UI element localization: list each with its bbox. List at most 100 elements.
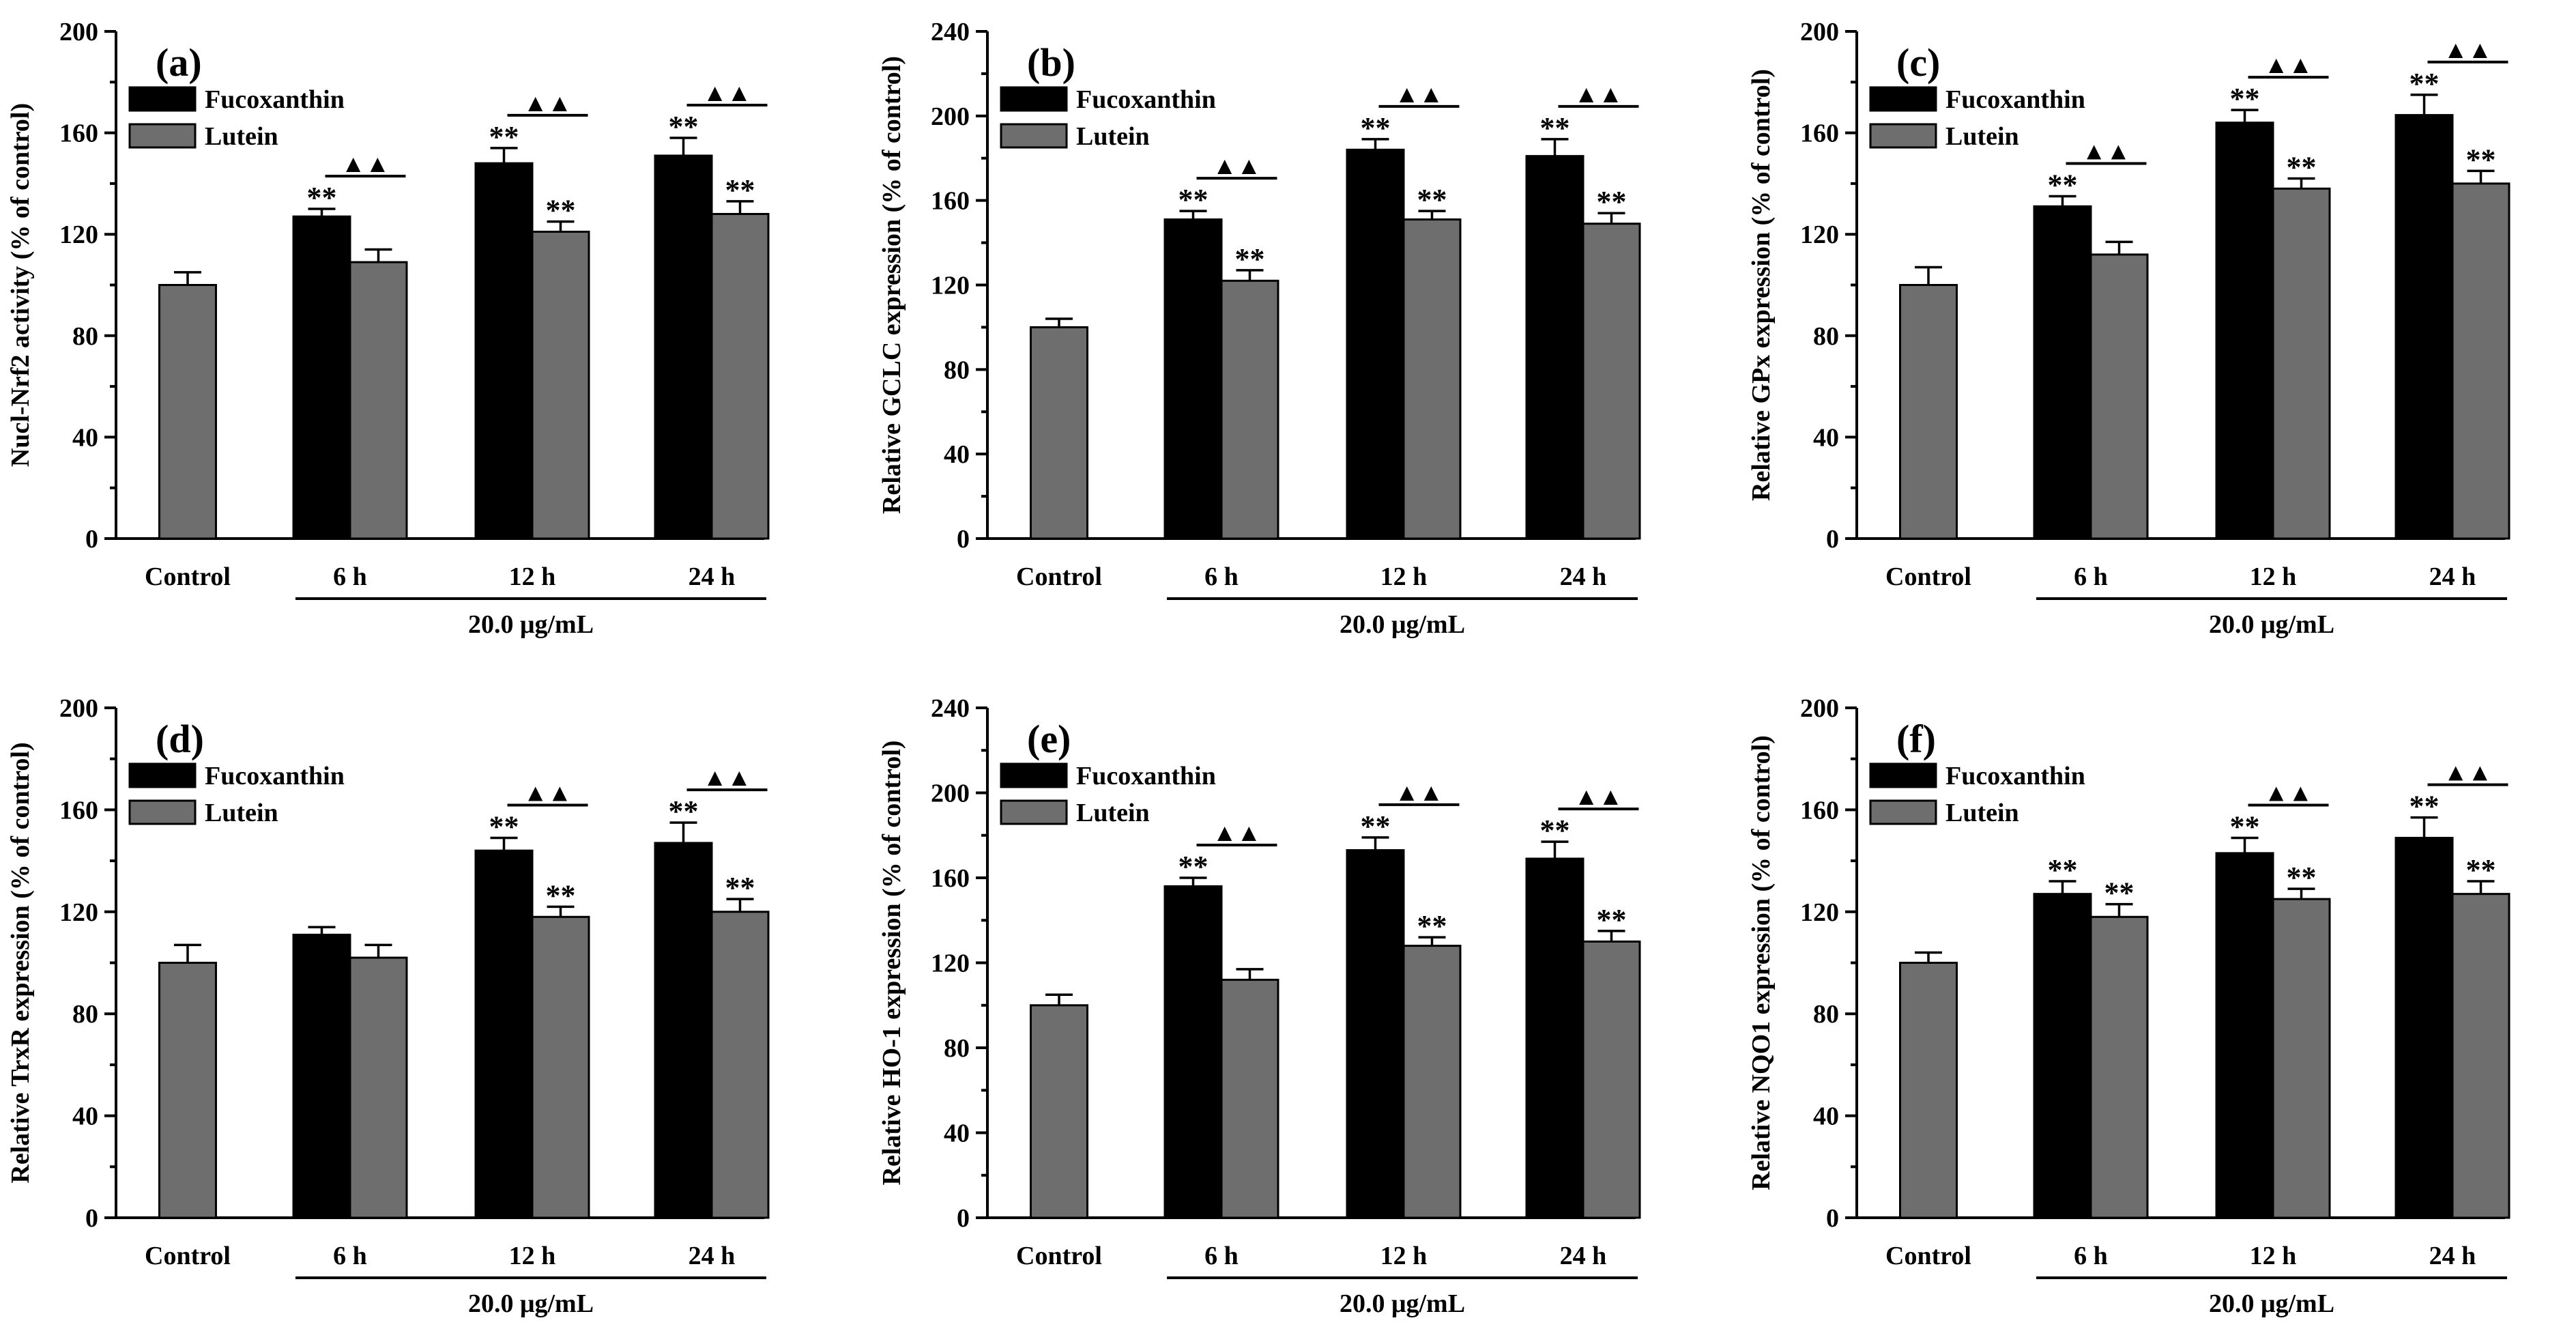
significance-mark: ** (1178, 850, 1209, 883)
y-axis-label: Relative TrxR expression (% of control) (6, 742, 35, 1183)
bar-fucoxanthin (654, 842, 713, 1219)
y-tick-label: 200 (931, 102, 970, 131)
significance-mark: ** (2048, 168, 2078, 201)
comparison-mark: ▲▲ (703, 764, 751, 791)
y-tick-label: 40 (944, 440, 970, 469)
x-tick-label: 6 h (1204, 1242, 1239, 1270)
comparison-mark: ▲▲ (341, 150, 390, 177)
comparison-mark: ▲▲ (1213, 819, 1261, 846)
comparison-mark: ▲▲ (523, 779, 572, 806)
legend-swatch-lutein (1869, 123, 1937, 149)
bar-fucoxanthin (2033, 205, 2092, 540)
legend-swatch-fucoxanthin (1000, 762, 1068, 788)
significance-mark: ** (669, 110, 699, 143)
significance-mark: ** (2104, 876, 2134, 910)
y-tick-label: 80 (944, 1034, 970, 1063)
y-tick-label: 120 (1800, 220, 1839, 249)
significance-mark: ** (546, 194, 576, 227)
comparison-mark: ▲▲ (703, 79, 751, 106)
y-axis-label: Nucl-Nrf2 activity (% of control) (6, 103, 35, 467)
x-tick-label: 24 h (689, 1242, 736, 1270)
y-tick-label: 40 (944, 1119, 970, 1148)
significance-mark: ** (546, 878, 576, 912)
bar-fucoxanthin (654, 154, 713, 540)
significance-mark: ** (2466, 853, 2496, 887)
y-tick-label: 40 (1813, 1102, 1839, 1131)
legend-label-fucoxanthin: Fucoxanthin (1076, 762, 1216, 790)
bar-fucoxanthin (2394, 114, 2454, 540)
bar-lutein (2272, 187, 2331, 540)
significance-mark: ** (1540, 111, 1570, 145)
y-tick-label: 160 (59, 119, 98, 148)
panel-label: (d) (156, 717, 204, 761)
significance-mark: ** (489, 810, 519, 843)
y-tick-label: 200 (1800, 694, 1839, 723)
comparison-mark: ▲▲ (2082, 137, 2130, 165)
bar-lutein (349, 261, 408, 540)
y-tick-label: 160 (931, 187, 970, 216)
bar-fucoxanthin (2215, 122, 2274, 540)
y-tick-label: 160 (1800, 796, 1839, 825)
comparison-mark: ▲▲ (2264, 51, 2313, 78)
panel-label: (e) (1027, 717, 1071, 761)
bar-lutein (1582, 223, 1641, 540)
bar-fucoxanthin (1346, 849, 1405, 1219)
bar-fucoxanthin (292, 215, 351, 540)
bar-fucoxanthin (474, 162, 534, 540)
bar-lutein (1220, 279, 1279, 540)
bar-control (1899, 962, 1958, 1219)
x-tick-label: 6 h (333, 562, 367, 591)
y-tick-label: 40 (72, 423, 98, 452)
y-tick-label: 40 (1813, 423, 1839, 452)
x-tick-label: Control (1016, 1242, 1102, 1270)
chart-panel-f: 0 40 80 120 160 200 Relative NQO1 expression (… (1747, 694, 2510, 1318)
chart-panel-b: 0 40 80 120 160 200 240 Relative GCLC expressio… (878, 18, 1641, 639)
panel-label: (b) (1027, 40, 1075, 85)
significance-mark: ** (489, 120, 519, 154)
bar-lutein (349, 956, 408, 1219)
x-tick-label: 12 h (2250, 562, 2297, 591)
significance-mark: ** (669, 795, 699, 828)
bar-lutein (1582, 940, 1641, 1219)
comparison-mark: ▲▲ (1574, 783, 1623, 810)
y-tick-label: 200 (59, 18, 98, 46)
legend-label-lutein: Lutein (1945, 799, 2019, 827)
x-tick-label: 24 h (2429, 562, 2476, 591)
x-tick-label: Control (1016, 562, 1102, 591)
bar-control (158, 962, 217, 1219)
panel-label: (a) (156, 40, 202, 85)
y-tick-label: 120 (59, 220, 98, 249)
bar-lutein (1402, 218, 1462, 540)
bar-fucoxanthin (1525, 857, 1584, 1219)
bar-fucoxanthin (2215, 852, 2274, 1219)
significance-mark: ** (1178, 183, 1209, 216)
bar-lutein (710, 212, 770, 540)
x-tick-label: 24 h (689, 562, 736, 591)
y-tick-label: 80 (944, 356, 970, 384)
y-tick-label: 0 (85, 525, 98, 554)
bar-control (1899, 284, 1958, 540)
significance-mark: ** (1361, 810, 1391, 843)
y-tick-label: 0 (85, 1204, 98, 1233)
legend-swatch-fucoxanthin (128, 86, 197, 112)
comparison-mark: ▲▲ (1395, 81, 1443, 108)
comparison-mark: ▲▲ (2444, 36, 2492, 63)
chart-panel-a: 0 40 80 120 160 200 Nucl-Nrf2 activity (% of c… (6, 18, 770, 639)
y-tick-label: 240 (931, 18, 970, 46)
significance-mark: ** (1417, 183, 1447, 216)
y-tick-label: 200 (1800, 18, 1839, 46)
bar-lutein (2451, 893, 2510, 1219)
bar-lutein (2089, 915, 2149, 1219)
y-axis-label: Relative NQO1 expression (% of control) (1747, 735, 1776, 1190)
x-tick-label: 12 h (509, 562, 556, 591)
bar-lutein (2451, 182, 2510, 540)
x-tick-label: Control (145, 1242, 231, 1270)
x-tick-label: 24 h (2429, 1242, 2476, 1270)
significance-mark: ** (2466, 143, 2496, 176)
y-tick-label: 80 (72, 1000, 98, 1029)
legend-swatch-lutein (1000, 799, 1068, 825)
y-tick-label: 160 (1800, 119, 1839, 148)
legend-label-fucoxanthin: Fucoxanthin (1945, 762, 2085, 790)
y-axis-label: Relative GCLC expression (% of control) (878, 56, 906, 514)
significance-mark: ** (2048, 853, 2078, 887)
